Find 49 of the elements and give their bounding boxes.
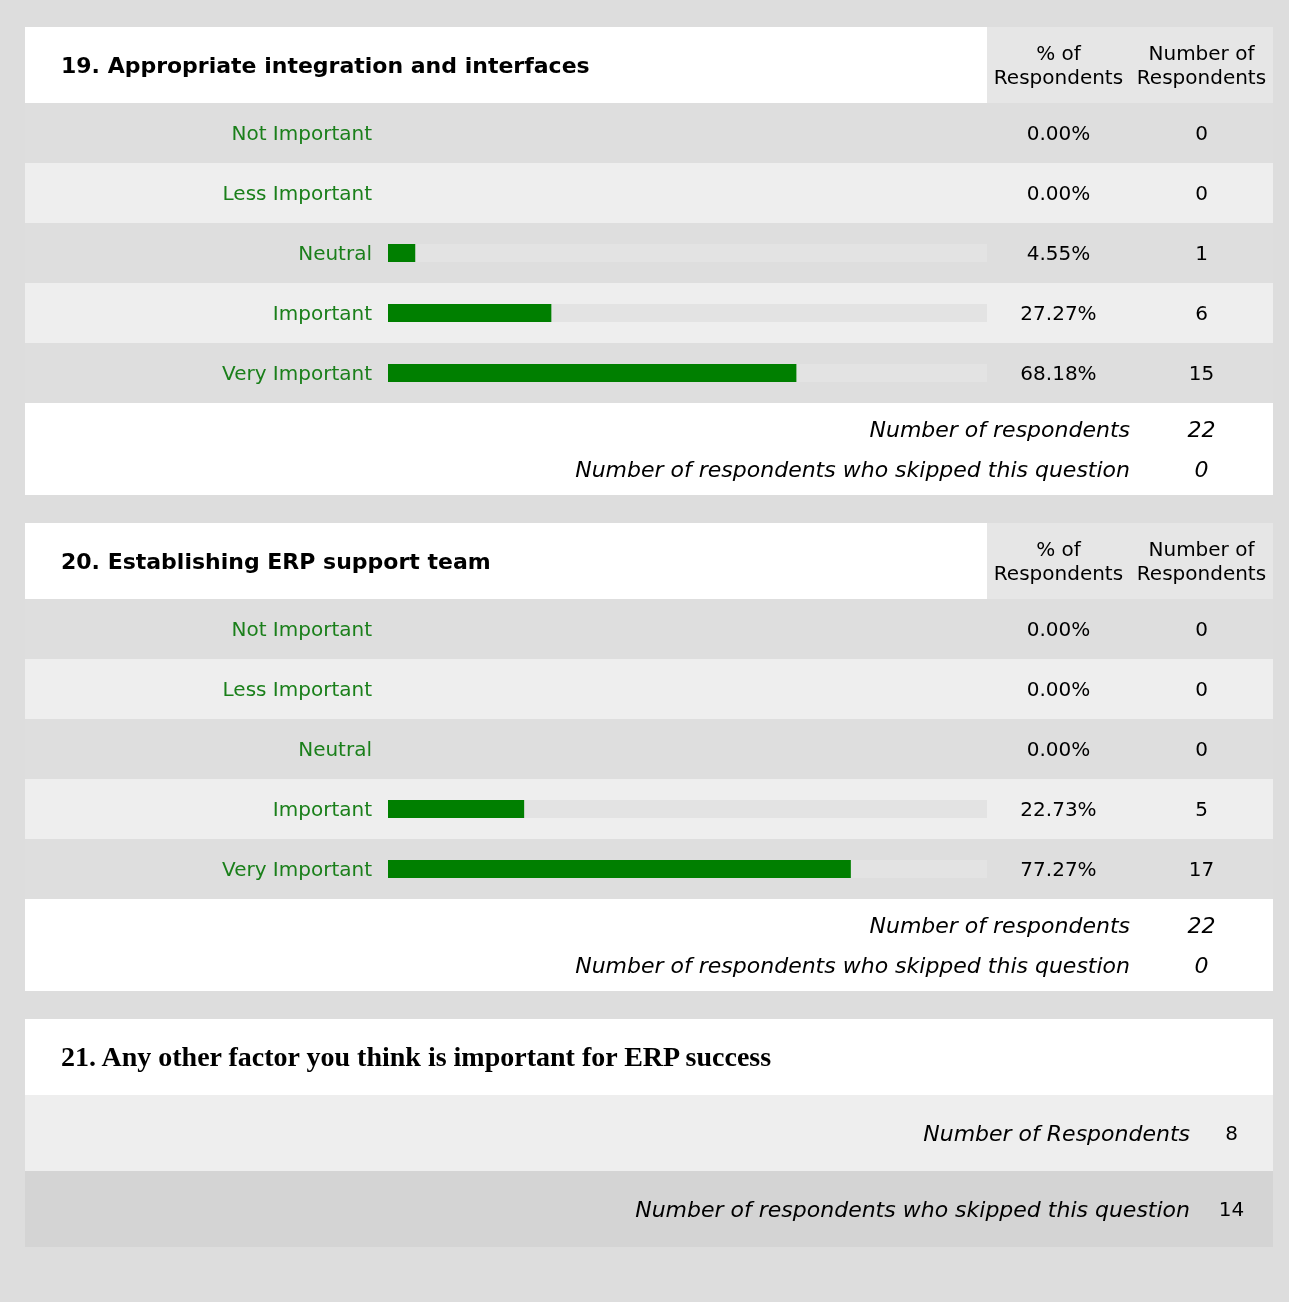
text: 0 xyxy=(1193,456,1210,482)
y-tick-label: Neutral xyxy=(298,241,372,265)
text: Number of respondents who skipped this question xyxy=(574,952,1130,978)
text: 0 xyxy=(1193,952,1210,978)
text: 22 xyxy=(1186,912,1217,938)
text: 21. Any other factor you think is important for ERP success xyxy=(25,1019,1273,1095)
data-label: 0.00% xyxy=(1025,181,1092,205)
text: Number of Respondents xyxy=(1130,27,1273,103)
y-tick-label: Less Important xyxy=(222,677,373,701)
text: % of Respondents xyxy=(987,523,1130,599)
data-label: 77.27% xyxy=(1019,857,1098,881)
data-label: 27.27% xyxy=(1019,301,1098,325)
text: Number of respondents xyxy=(868,416,1130,442)
data-label: 22.73% xyxy=(1019,797,1098,821)
text: 0 xyxy=(1194,617,1209,641)
text: 17 xyxy=(1187,857,1216,881)
text: 8 xyxy=(1224,1121,1239,1145)
text: Number of respondents who skipped this question xyxy=(634,1196,1190,1222)
text: 15 xyxy=(1187,361,1216,385)
text: 14 xyxy=(1217,1197,1246,1221)
data-label: 68.18% xyxy=(1019,361,1098,385)
text: Number of Respondents xyxy=(1130,523,1273,599)
data-label: 0.00% xyxy=(1025,737,1092,761)
text: 1 xyxy=(1194,241,1209,265)
text: 0 xyxy=(1194,181,1209,205)
y-tick-label: Important xyxy=(272,301,373,325)
chart-title: 19. Appropriate integration and interfaces xyxy=(60,51,591,80)
data-label: 0.00% xyxy=(1025,677,1092,701)
y-tick-label: Neutral xyxy=(298,737,372,761)
text: Number of Respondents xyxy=(922,1120,1190,1146)
y-tick-label: Less Important xyxy=(222,181,373,205)
y-tick-label: Very Important xyxy=(222,857,373,881)
data-label: 0.00% xyxy=(1025,121,1092,145)
text: 0 xyxy=(1194,121,1209,145)
y-tick-label: Not Important xyxy=(231,617,373,641)
text: Number of respondents xyxy=(868,912,1130,938)
y-tick-label: Not Important xyxy=(231,121,373,145)
text: 0 xyxy=(1194,737,1209,761)
data-label: 4.55% xyxy=(1025,241,1092,265)
text: 22 xyxy=(1186,416,1217,442)
text: 6 xyxy=(1194,301,1209,325)
chart-title: 20. Establishing ERP support team xyxy=(60,547,492,576)
text: % of Respondents xyxy=(987,27,1130,103)
text: 0 xyxy=(1194,677,1209,701)
data-label: 0.00% xyxy=(1025,617,1092,641)
y-tick-label: Important xyxy=(272,797,373,821)
y-tick-label: Very Important xyxy=(222,361,373,385)
text: Number of respondents who skipped this question xyxy=(574,456,1130,482)
text: 5 xyxy=(1194,797,1209,821)
